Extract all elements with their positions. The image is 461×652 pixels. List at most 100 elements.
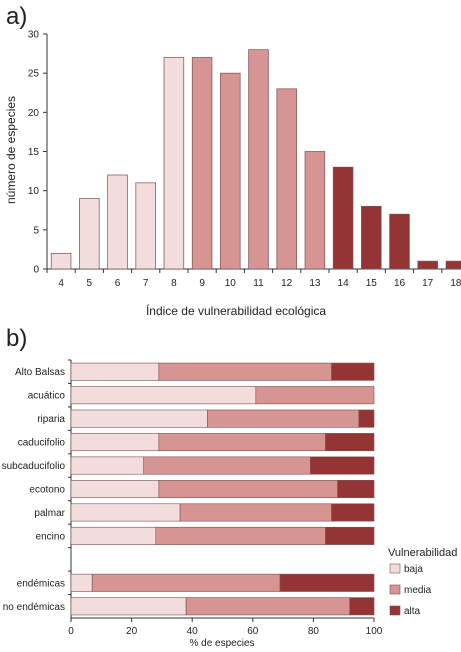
x-tick-label: 10 bbox=[225, 278, 237, 289]
x-tick-label: 11 bbox=[253, 278, 264, 289]
legend-swatch-media bbox=[389, 584, 401, 595]
histogram-bar bbox=[361, 205, 382, 270]
histogram-bar bbox=[135, 182, 156, 270]
legend-label: baja bbox=[404, 564, 423, 575]
x-axis-title-b: % de especies bbox=[189, 638, 254, 649]
stacked-segment-media bbox=[91, 573, 281, 592]
category-label: riparia bbox=[37, 414, 65, 425]
histogram-bar bbox=[276, 88, 297, 270]
x-tick-label-b: 60 bbox=[247, 626, 259, 637]
stacked-segment-baja bbox=[70, 597, 187, 616]
histogram-bar bbox=[304, 151, 326, 270]
x-tick-label: 8 bbox=[171, 278, 177, 289]
histogram-bar bbox=[248, 49, 269, 270]
histogram-bar bbox=[417, 260, 438, 270]
stacked-segment-baja bbox=[70, 386, 257, 405]
y-tick-label: 0 bbox=[33, 265, 39, 276]
category-label: acuático bbox=[28, 391, 66, 402]
stacked-segment-media bbox=[185, 597, 351, 616]
stacked-segment-media bbox=[158, 480, 338, 498]
x-tick-label: 17 bbox=[422, 278, 434, 289]
stacked-segment-baja bbox=[70, 456, 145, 475]
stacked-segment-media bbox=[158, 433, 326, 452]
histogram-bar bbox=[220, 72, 241, 270]
stacked-segment-alta bbox=[279, 573, 375, 592]
stacked-segment-alta bbox=[349, 597, 375, 616]
category-label: no endémicas bbox=[3, 602, 65, 613]
category-label: ecotono bbox=[29, 485, 65, 496]
x-tick-label-b: 100 bbox=[366, 626, 383, 637]
stacked-segment-alta bbox=[331, 362, 375, 381]
stacked-segment-baja bbox=[70, 503, 181, 522]
stacked-segment-media bbox=[255, 386, 375, 405]
panel-b-label: b) bbox=[6, 325, 27, 352]
histogram-bar bbox=[163, 57, 185, 270]
stacked-segment-baja bbox=[70, 573, 93, 592]
x-axis-title: Índice de vulnerabilidad ecológica bbox=[146, 303, 326, 318]
x-tick-label: 18 bbox=[450, 278, 461, 289]
stacked-segment-media bbox=[143, 456, 311, 475]
y-tick-label: 5 bbox=[33, 225, 39, 236]
category-label: caducifolio bbox=[18, 438, 66, 449]
stacked-segment-media bbox=[179, 503, 332, 522]
x-tick-label-b: 80 bbox=[308, 626, 320, 637]
histogram-bar bbox=[445, 260, 461, 270]
x-tick-label: 15 bbox=[366, 278, 378, 289]
category-label: subcaducifolio bbox=[2, 461, 66, 472]
stacked-segment-media bbox=[158, 362, 332, 381]
histogram-y-ticks: 0 5 10 15 20 25 30 bbox=[28, 30, 47, 276]
x-tick-label: 13 bbox=[309, 278, 321, 289]
histogram-bars bbox=[50, 49, 461, 270]
histogram-bar bbox=[332, 166, 354, 270]
histogram-bar bbox=[191, 57, 213, 270]
x-tick-label: 5 bbox=[87, 278, 93, 289]
histogram-x-ticks: 4 5 6 7 8 9 10 11 12 13 14 15 16 17 18 bbox=[46, 269, 461, 289]
stacked-segment-alta bbox=[331, 503, 375, 522]
x-tick-label: 4 bbox=[58, 278, 64, 289]
stacked-category-labels: Alto Balsas acuático riparia caducifolio sub… bbox=[2, 359, 71, 613]
stacked-segment-media bbox=[207, 409, 360, 428]
legend-swatch-baja bbox=[389, 563, 401, 574]
legend: Vulnerabilidad baja media alta bbox=[388, 547, 457, 617]
stacked-segment-baja bbox=[70, 480, 160, 498]
category-label: Alto Balsas bbox=[15, 367, 65, 378]
histogram-bar bbox=[50, 252, 72, 270]
x-tick-label: 7 bbox=[143, 278, 149, 289]
stacked-segment-media bbox=[155, 526, 326, 545]
stacked-bar-panel: b) Alto Balsas acuático riparia caducifolio… bbox=[2, 325, 458, 649]
category-label: palmar bbox=[34, 508, 65, 519]
category-label: encino bbox=[36, 531, 66, 542]
histogram-panel: a) número de especies Índice de vulnerab… bbox=[4, 3, 461, 318]
histogram-bar bbox=[389, 213, 410, 270]
y-tick-label: 20 bbox=[28, 108, 40, 119]
category-label: endémicas bbox=[17, 578, 65, 589]
legend-swatch-alta bbox=[389, 605, 401, 616]
legend-label: alta bbox=[404, 606, 421, 617]
stacked-segment-baja bbox=[70, 362, 160, 381]
x-tick-label: 16 bbox=[394, 278, 406, 289]
panel-a-label: a) bbox=[6, 3, 27, 30]
legend-title: Vulnerabilidad bbox=[388, 547, 457, 559]
histogram-bar bbox=[79, 198, 100, 270]
stacked-segment-baja bbox=[70, 433, 160, 452]
stacked-segment-alta bbox=[337, 480, 375, 498]
stacked-segment-alta bbox=[325, 433, 375, 452]
histogram-bar bbox=[107, 174, 128, 270]
stacked-segment-alta bbox=[325, 526, 375, 545]
stacked-segment-baja bbox=[70, 526, 157, 545]
stacked-x-ticks: 0 20 40 60 80 100 bbox=[68, 618, 383, 637]
x-tick-label-b: 0 bbox=[68, 626, 74, 637]
legend-label: media bbox=[404, 585, 432, 596]
y-tick-label: 25 bbox=[28, 69, 40, 80]
y-tick-label: 30 bbox=[28, 30, 40, 41]
stacked-segment-alta bbox=[310, 456, 375, 475]
y-axis-title: número de especies bbox=[4, 96, 18, 204]
stacked-bars bbox=[70, 362, 375, 616]
y-tick-label: 10 bbox=[28, 186, 40, 197]
x-tick-label: 9 bbox=[199, 278, 205, 289]
x-tick-label: 6 bbox=[115, 278, 121, 289]
x-tick-label: 14 bbox=[338, 278, 350, 289]
x-tick-label: 12 bbox=[281, 278, 293, 289]
stacked-segment-alta bbox=[358, 409, 375, 428]
